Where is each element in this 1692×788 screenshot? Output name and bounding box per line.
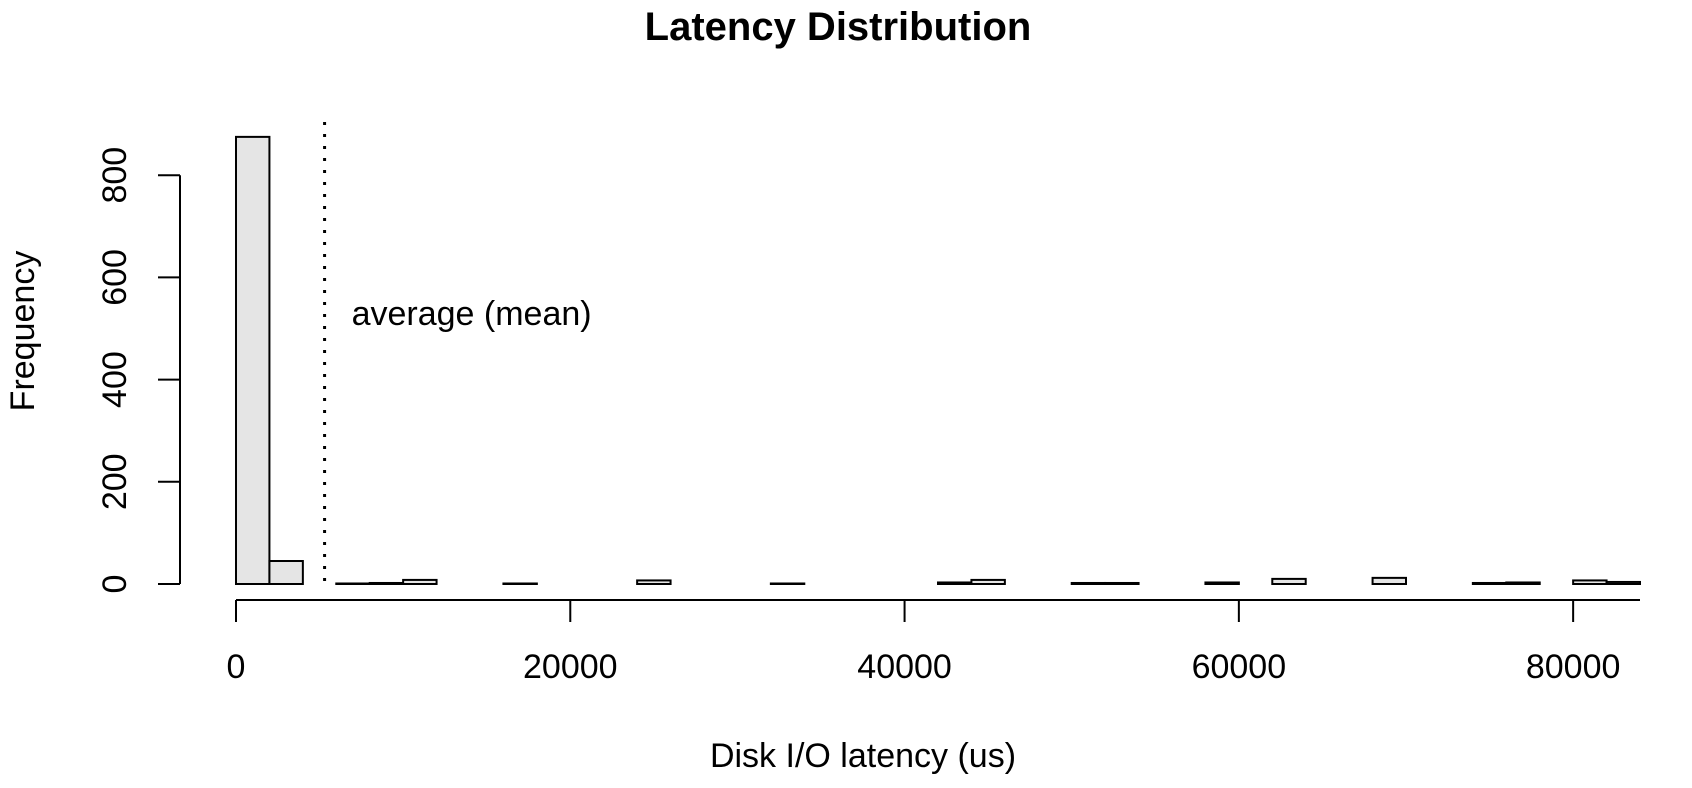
y-tick-label: 600 <box>96 249 134 306</box>
chart-title: Latency Distribution <box>645 5 1032 49</box>
histogram-bar <box>368 581 405 586</box>
y-axis-label: Frequency <box>4 251 42 412</box>
y-tick-label: 800 <box>96 147 134 204</box>
histogram-bar <box>769 582 806 586</box>
histogram-bar <box>235 135 271 585</box>
histogram-bar <box>1505 581 1541 585</box>
histogram-bar <box>268 560 304 586</box>
x-tick-label: 80000 <box>1526 648 1621 686</box>
histogram-bar <box>1204 581 1240 585</box>
histogram-bar <box>335 582 371 586</box>
histogram-bar <box>1371 576 1407 585</box>
histogram-bar <box>937 581 973 585</box>
x-tick-label: 20000 <box>523 648 618 686</box>
x-tick-label: 0 <box>227 648 246 686</box>
mean-annotation: average (mean) <box>352 295 592 333</box>
histogram-bar <box>1572 579 1608 585</box>
histogram-bars <box>235 135 1641 586</box>
y-tick-label: 0 <box>96 575 134 594</box>
x-tick-label: 40000 <box>857 648 952 686</box>
x-tick-label: 60000 <box>1192 648 1287 686</box>
histogram-bar <box>1605 580 1641 585</box>
histogram-bar <box>636 579 672 585</box>
y-tick-label: 200 <box>96 453 134 510</box>
x-axis: 0 20000 40000 60000 80000 <box>227 599 1640 686</box>
histogram-bar <box>1070 581 1107 586</box>
x-axis-label: Disk I/O latency (us) <box>710 737 1016 775</box>
histogram-bar <box>1471 581 1508 586</box>
histogram-bar <box>502 582 538 586</box>
histogram-bar <box>1271 577 1307 586</box>
histogram-bar <box>1104 581 1140 586</box>
y-axis: 0 200 400 600 800 <box>96 147 181 594</box>
histogram-bar <box>970 578 1006 585</box>
y-tick-label: 400 <box>96 351 134 408</box>
histogram-bar <box>402 578 438 585</box>
